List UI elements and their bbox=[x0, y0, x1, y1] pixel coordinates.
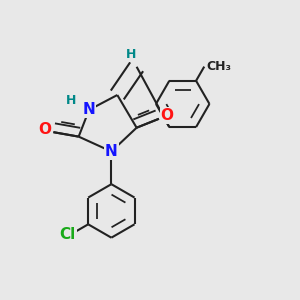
Text: N: N bbox=[83, 102, 95, 117]
Text: O: O bbox=[39, 122, 52, 137]
Text: CH₃: CH₃ bbox=[207, 59, 232, 73]
Text: O: O bbox=[161, 108, 174, 123]
Text: H: H bbox=[65, 94, 76, 107]
Text: H: H bbox=[126, 48, 136, 61]
Text: N: N bbox=[105, 144, 118, 159]
Text: Cl: Cl bbox=[59, 227, 76, 242]
